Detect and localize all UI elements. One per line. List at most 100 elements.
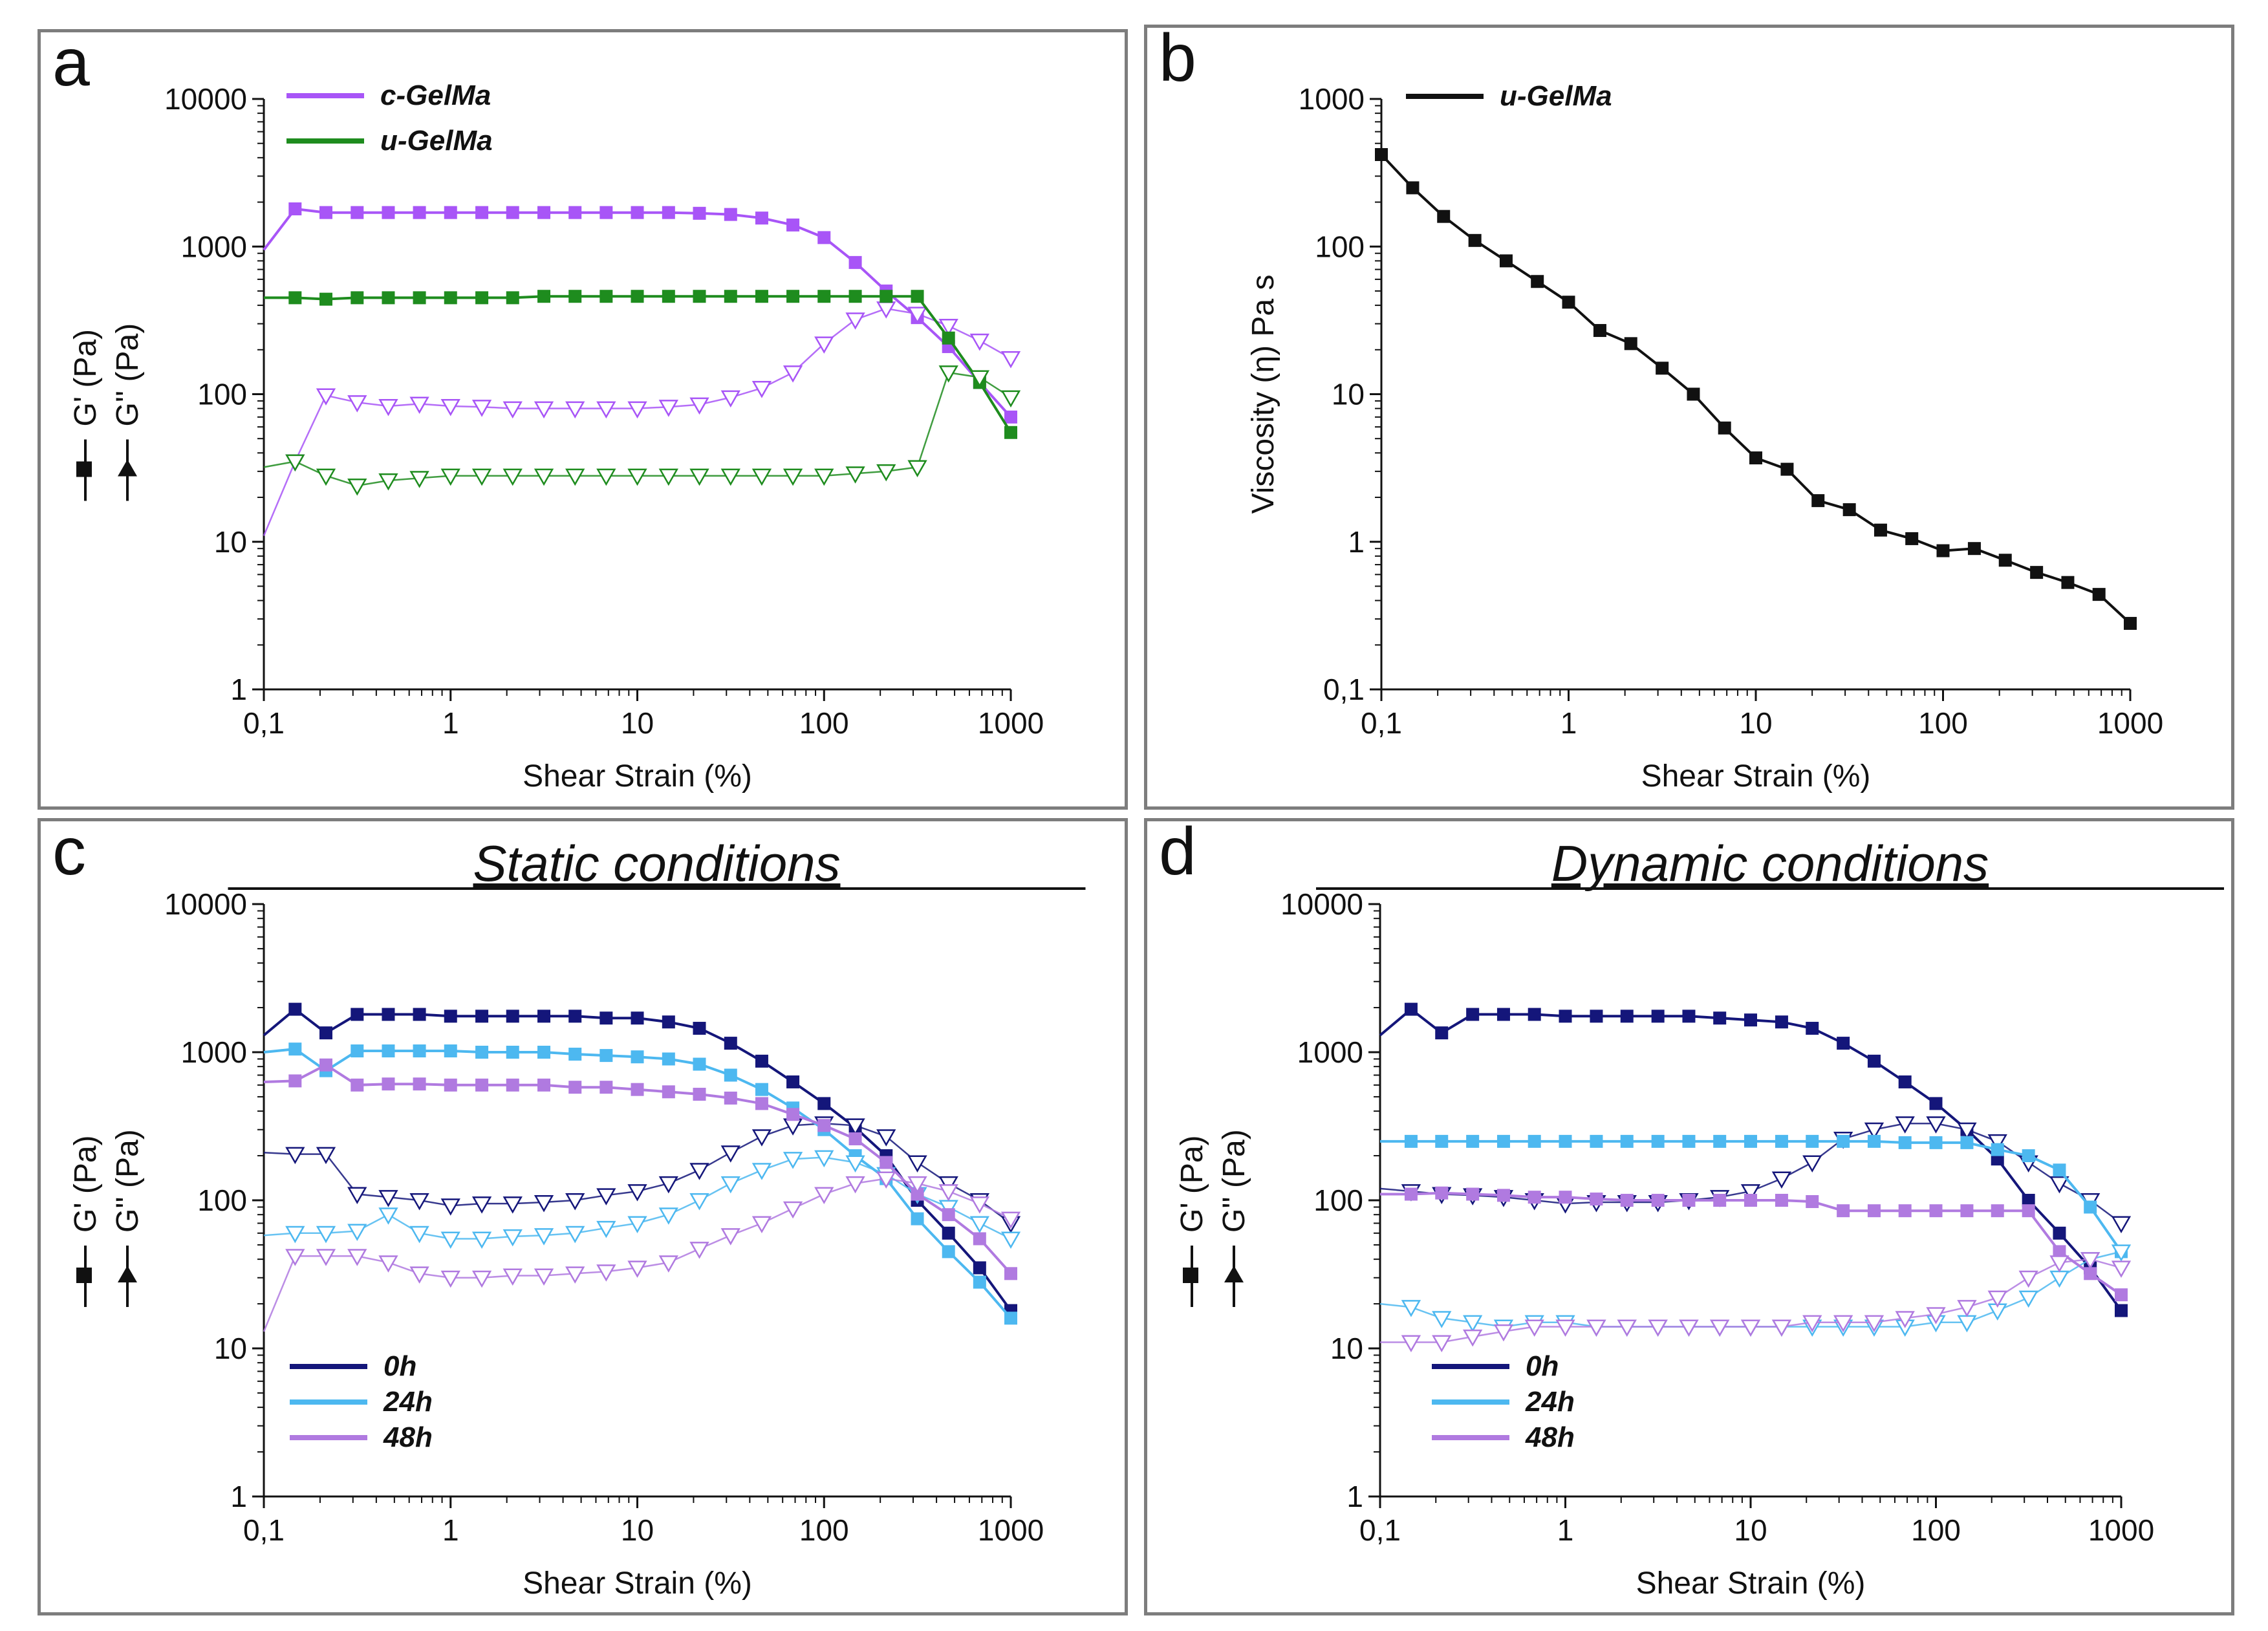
- storage-key-square-marker: [1183, 1268, 1198, 1283]
- data-point: [1713, 1134, 1727, 1148]
- data-point: [1802, 1315, 1822, 1333]
- data-point: [599, 1011, 613, 1025]
- data-point: [534, 468, 554, 486]
- data-point: [1499, 254, 1513, 268]
- panel-c: c Static conditions 0,1 1 10 100 1000 1 10 100 100…: [38, 818, 1128, 1615]
- data-point: [413, 291, 426, 305]
- data-point: [1406, 181, 1420, 195]
- data-point: [1651, 1010, 1665, 1023]
- data-point: [938, 1184, 958, 1202]
- data-point: [627, 1260, 647, 1278]
- data-point: [724, 1037, 737, 1050]
- data-point: [1617, 1319, 1637, 1337]
- y-tick-label: 1: [230, 673, 247, 706]
- data-point: [565, 468, 585, 486]
- data-point: [876, 1129, 896, 1147]
- legend-label: u-GelMa: [380, 125, 493, 157]
- data-point: [1936, 544, 1950, 557]
- data-point: [1404, 1002, 1418, 1016]
- data-point: [475, 291, 489, 305]
- data-point: [911, 290, 924, 303]
- x-tick-label: 100: [1911, 1513, 1961, 1547]
- series-line: [263, 1178, 1011, 1332]
- data-point: [1555, 1319, 1575, 1337]
- data-point: [409, 396, 429, 414]
- data-point: [907, 307, 927, 324]
- y-axis-label-loss: G'' (Pa): [111, 1129, 145, 1233]
- data-point: [662, 1015, 675, 1029]
- data-point: [783, 365, 803, 383]
- data-point: [1528, 1134, 1541, 1148]
- data-point: [1744, 1013, 1757, 1027]
- data-point: [786, 1075, 800, 1088]
- data-point: [409, 1266, 429, 1284]
- data-point: [409, 471, 429, 488]
- data-point: [848, 1132, 862, 1145]
- data-point: [1802, 1155, 1822, 1173]
- data-point: [2022, 1204, 2035, 1218]
- data-point: [1463, 1329, 1483, 1347]
- data-point: [969, 1216, 989, 1233]
- data-point: [506, 1046, 519, 1059]
- data-point: [1586, 1319, 1606, 1337]
- data-point: [1468, 233, 1482, 247]
- data-point: [817, 1119, 831, 1132]
- data-point: [537, 1078, 551, 1092]
- data-point: [755, 211, 768, 225]
- data-point: [907, 1155, 927, 1173]
- data-point: [382, 1077, 395, 1091]
- data-point: [1559, 1191, 1572, 1204]
- data-point: [969, 370, 989, 388]
- data-point: [942, 1226, 955, 1240]
- data-point: [693, 1057, 706, 1071]
- data-point: [724, 208, 737, 221]
- data-point: [1771, 1319, 1792, 1337]
- data-point: [1524, 1319, 1544, 1337]
- y-tick-label: 1: [230, 1480, 247, 1513]
- data-point: [537, 290, 551, 303]
- data-point: [724, 1091, 737, 1105]
- data-point: [973, 1261, 986, 1275]
- data-point: [2018, 1270, 2038, 1288]
- y-tick-label: 10: [1330, 1332, 1363, 1365]
- data-point: [1929, 1204, 1943, 1218]
- data-point: [444, 1010, 457, 1023]
- data-point: [751, 381, 772, 398]
- x-tick-label: 10: [621, 706, 654, 740]
- loss-key-triangle-marker: [118, 1266, 137, 1282]
- legend-label: 24h: [383, 1386, 433, 1418]
- panel-letter: b: [1159, 28, 1196, 96]
- data-point: [942, 1245, 955, 1258]
- data-point: [1620, 1134, 1634, 1148]
- data-point: [475, 1046, 489, 1059]
- data-point: [845, 312, 865, 330]
- data-point: [565, 1193, 585, 1211]
- data-point: [720, 390, 740, 408]
- data-point: [724, 290, 737, 303]
- data-point: [689, 1193, 709, 1211]
- data-point: [693, 1022, 706, 1035]
- y-axis-label-loss: G'' (Pa): [1217, 1129, 1251, 1233]
- data-point: [534, 1268, 554, 1286]
- data-point: [1842, 503, 1856, 517]
- data-point: [471, 468, 492, 486]
- data-point: [596, 1264, 616, 1282]
- data-point: [347, 1224, 367, 1242]
- y-axis-label: Viscosity (η) Pa s: [1246, 275, 1280, 514]
- data-point: [973, 1232, 986, 1246]
- data-point: [1375, 147, 1388, 161]
- storage-key-square-marker: [76, 461, 92, 477]
- x-tick-label: 1000: [978, 706, 1044, 740]
- data-point: [534, 1195, 554, 1213]
- data-point: [1401, 1335, 1421, 1353]
- data-point: [1463, 1315, 1483, 1333]
- data-point: [382, 206, 395, 219]
- data-point: [347, 478, 367, 496]
- data-point: [1926, 1307, 1946, 1324]
- data-point: [1528, 1008, 1541, 1021]
- data-point: [319, 206, 332, 219]
- series-line: [263, 1063, 1012, 1275]
- y-tick-label: 10000: [164, 82, 247, 116]
- x-axis-label: Shear Strain (%): [523, 1566, 752, 1601]
- data-point: [378, 473, 398, 491]
